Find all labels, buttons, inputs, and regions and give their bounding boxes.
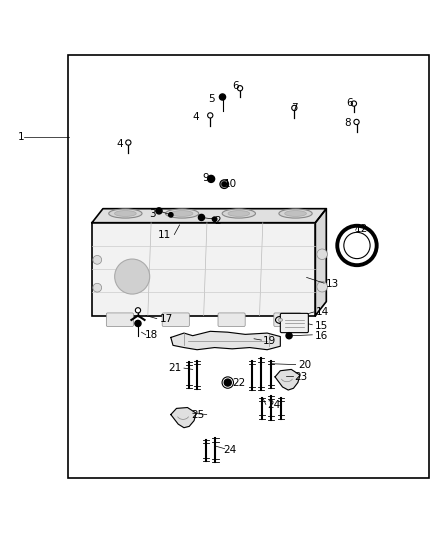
Text: 4: 4 bbox=[116, 139, 123, 149]
Circle shape bbox=[220, 180, 229, 189]
Circle shape bbox=[219, 94, 226, 100]
Ellipse shape bbox=[278, 318, 283, 321]
Text: 20: 20 bbox=[298, 360, 311, 370]
Text: 21: 21 bbox=[169, 363, 182, 373]
Text: 16: 16 bbox=[314, 330, 328, 341]
Text: 14: 14 bbox=[315, 307, 328, 317]
Text: 19: 19 bbox=[263, 336, 276, 346]
Polygon shape bbox=[171, 408, 196, 427]
FancyBboxPatch shape bbox=[218, 313, 245, 327]
Ellipse shape bbox=[276, 317, 285, 324]
FancyBboxPatch shape bbox=[162, 313, 189, 327]
Circle shape bbox=[126, 140, 131, 145]
Text: 2: 2 bbox=[215, 215, 221, 225]
Text: 1: 1 bbox=[18, 132, 24, 142]
Text: 24: 24 bbox=[223, 445, 237, 455]
Polygon shape bbox=[275, 369, 300, 390]
Ellipse shape bbox=[285, 211, 306, 216]
Text: 6: 6 bbox=[346, 98, 353, 108]
Polygon shape bbox=[315, 209, 326, 316]
Circle shape bbox=[212, 217, 217, 221]
Text: 17: 17 bbox=[160, 314, 173, 324]
Text: 22: 22 bbox=[232, 378, 245, 389]
Ellipse shape bbox=[228, 211, 250, 216]
Text: 9: 9 bbox=[203, 173, 209, 183]
Text: 8: 8 bbox=[344, 118, 350, 128]
Polygon shape bbox=[92, 209, 326, 223]
Circle shape bbox=[93, 255, 102, 264]
Circle shape bbox=[317, 281, 327, 292]
Text: 12: 12 bbox=[355, 224, 368, 235]
Circle shape bbox=[135, 308, 141, 313]
FancyBboxPatch shape bbox=[280, 313, 308, 333]
Text: 18: 18 bbox=[145, 330, 158, 340]
Circle shape bbox=[344, 232, 370, 259]
FancyBboxPatch shape bbox=[274, 313, 301, 327]
Text: 15: 15 bbox=[314, 321, 328, 330]
Text: 4: 4 bbox=[193, 112, 199, 122]
Circle shape bbox=[135, 320, 141, 327]
Ellipse shape bbox=[171, 211, 193, 216]
Text: 24: 24 bbox=[267, 400, 280, 410]
Text: 7: 7 bbox=[291, 103, 298, 113]
FancyBboxPatch shape bbox=[106, 313, 134, 327]
Text: 5: 5 bbox=[208, 94, 215, 104]
Circle shape bbox=[354, 119, 359, 125]
Circle shape bbox=[224, 379, 231, 386]
Ellipse shape bbox=[222, 209, 255, 218]
Text: 23: 23 bbox=[294, 372, 307, 382]
Circle shape bbox=[208, 113, 213, 118]
Ellipse shape bbox=[279, 209, 312, 218]
Text: 3: 3 bbox=[149, 209, 155, 219]
Circle shape bbox=[351, 101, 357, 106]
Circle shape bbox=[198, 214, 205, 221]
Text: 25: 25 bbox=[192, 410, 205, 421]
Bar bbox=[92, 223, 315, 316]
Polygon shape bbox=[171, 332, 280, 350]
Ellipse shape bbox=[109, 209, 142, 218]
Text: 10: 10 bbox=[223, 179, 237, 189]
Text: 6: 6 bbox=[232, 81, 239, 91]
Circle shape bbox=[237, 86, 243, 91]
Ellipse shape bbox=[166, 209, 199, 218]
Circle shape bbox=[156, 208, 162, 214]
Bar bbox=[68, 55, 429, 478]
Circle shape bbox=[317, 249, 327, 260]
Text: 11: 11 bbox=[158, 230, 171, 239]
Circle shape bbox=[169, 213, 173, 217]
Circle shape bbox=[222, 182, 226, 187]
Text: 13: 13 bbox=[326, 279, 339, 289]
Circle shape bbox=[115, 259, 150, 294]
Ellipse shape bbox=[115, 211, 136, 216]
Circle shape bbox=[93, 284, 102, 292]
Circle shape bbox=[286, 333, 292, 339]
Circle shape bbox=[292, 106, 297, 110]
Circle shape bbox=[208, 175, 215, 182]
